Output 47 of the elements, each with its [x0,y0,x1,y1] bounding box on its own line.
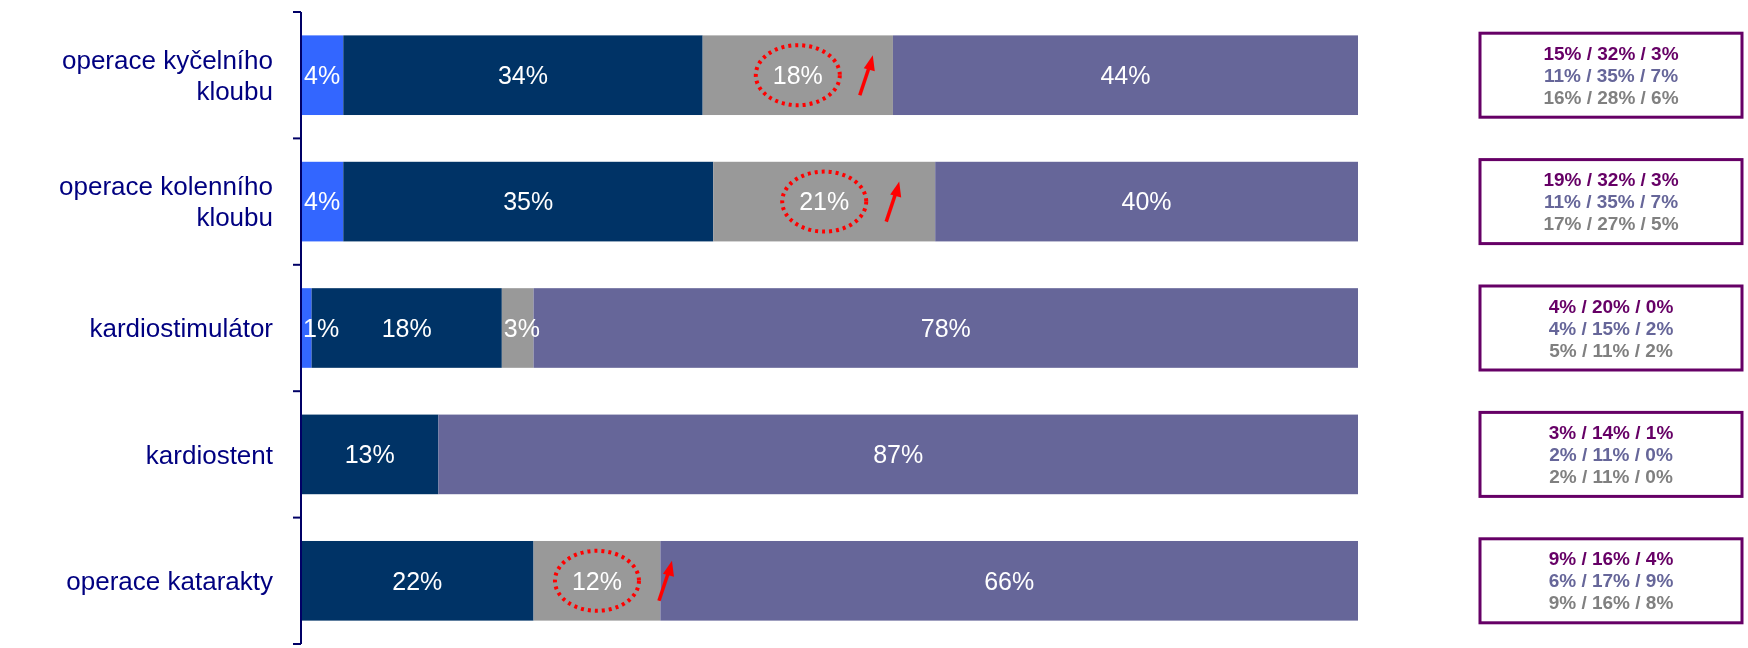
data-label: 12% [571,566,622,595]
text: 5% / 11% / 2% [1549,339,1673,361]
bar [660,540,1358,621]
text: 9% / 16% / 4% [1548,548,1674,570]
text: 3% / 14% / 1% [1548,422,1674,444]
text: 11% / 35% / 7% [1543,191,1679,213]
bar [301,414,439,495]
data-label: 34% [497,60,548,89]
text: 6% / 17% / 9% [1548,570,1674,592]
text: 2% / 11% / 0% [1549,444,1673,466]
y-tick-label: operace katarakty [66,565,273,596]
text: 16% / 28% / 6% [1543,86,1679,108]
data-label: 66% [984,566,1035,595]
data-label: 3% [503,313,540,342]
y-tick-label: operace kolenního kloubu [59,171,273,233]
data-label: 13% [344,440,395,469]
bar [343,35,703,116]
bar [892,35,1358,116]
data-label: 40% [1121,187,1172,216]
bar [935,161,1358,242]
text: 17% / 27% / 5% [1543,213,1679,235]
y-tick-label: kardiostimulátor [89,313,274,344]
bar [343,161,714,242]
text: 15% / 32% / 3% [1543,42,1679,64]
y-tick-label: operace kyčelního kloubu [61,44,273,106]
bar [438,414,1358,495]
text: 19% / 32% / 3% [1543,169,1679,191]
data-label: 18% [772,60,823,89]
data-label: 22% [392,566,443,595]
text: 4% / 15% / 2% [1548,317,1674,339]
data-label: 78% [920,313,971,342]
bar [301,540,534,621]
data-label: 87% [873,440,924,469]
data-label: 35% [503,187,554,216]
data-label: 4% [304,187,341,216]
text: 4% / 20% / 0% [1548,295,1674,317]
data-label: 18% [381,313,432,342]
bar [702,35,893,116]
data-label: 44% [1100,60,1151,89]
text: 11% / 35% / 7% [1543,64,1679,86]
y-tick-label: kardiostent [145,439,274,470]
bar [533,540,661,621]
text: 9% / 16% / 8% [1548,592,1674,614]
bar [713,161,936,242]
text: 2% / 11% / 0% [1549,466,1673,488]
data-label: 4% [304,60,341,89]
data-label: 21% [799,187,850,216]
